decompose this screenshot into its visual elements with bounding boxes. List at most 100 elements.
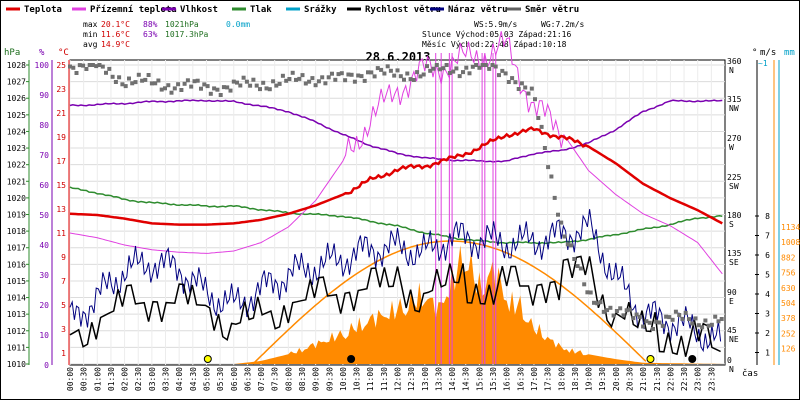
wind-direction-point <box>595 301 600 306</box>
wind-direction-point <box>149 81 154 86</box>
wind-direction-point <box>628 307 632 312</box>
wind-direction-point <box>549 174 554 179</box>
x-tick-label: 15:30 <box>489 367 498 391</box>
wind-direction-point <box>713 314 718 319</box>
wind-direction-point <box>333 77 338 82</box>
x-tick-label: 19:30 <box>598 367 607 391</box>
legend-label: Teplota <box>24 5 62 15</box>
dir-tick-label: 360 <box>727 57 742 66</box>
hpa-tick-label: 1010 <box>7 360 26 369</box>
x-tick-label: 11:00 <box>366 367 375 391</box>
wind-direction-point <box>438 67 443 72</box>
wind-direction-point <box>218 93 223 97</box>
c-tick-label: 1 <box>61 349 66 358</box>
wind-direction-point <box>133 80 138 85</box>
wind-direction-point <box>677 313 682 317</box>
x-tick-label: 02:00 <box>121 367 130 391</box>
hpa-tick-label: 1018 <box>7 227 26 236</box>
x-tick-label: 17:30 <box>544 367 553 391</box>
wind-direction-point <box>297 76 302 81</box>
stats-min-press: 1017.3hPa <box>165 30 209 39</box>
mm-tick-label: 504 <box>781 299 796 308</box>
hpa-tick-label: 1015 <box>7 277 26 286</box>
pct-tick-label: 90 <box>39 91 49 100</box>
mm-tick-label: 1134 <box>781 223 800 232</box>
mm-tick-label: 756 <box>781 269 796 278</box>
wind-direction-point <box>451 69 456 74</box>
wind-direction-point <box>254 83 259 88</box>
wind-direction-point <box>346 72 351 77</box>
x-tick-label: 18:00 <box>557 367 566 391</box>
c-tick-label: 13 <box>56 205 66 214</box>
wind-direction-point <box>77 63 82 68</box>
wind-direction-point <box>123 84 128 89</box>
c-tick-label: 21 <box>56 109 66 118</box>
wind-direction-point <box>140 78 145 83</box>
x-tick-label: 08:00 <box>284 367 293 391</box>
wind-direction-point <box>300 73 305 78</box>
ms-tick-label: 7 <box>765 232 770 241</box>
wind-direction-point <box>444 63 449 67</box>
wind-direction-point <box>120 82 125 87</box>
wind-direction-point <box>588 290 593 295</box>
wind-direction-point <box>483 63 488 67</box>
wind-direction-point <box>231 79 236 84</box>
moon-marker <box>688 355 697 363</box>
wind-direction-point <box>503 71 508 76</box>
left-axes: hPa% °C1028102710261025102410231022102110… <box>4 48 70 370</box>
wind-direction-point <box>569 243 574 248</box>
hpa-tick-label: 1012 <box>7 327 26 336</box>
c-tick-label: 15 <box>56 181 66 190</box>
wind-direction-point <box>280 73 285 78</box>
x-tick-label: 13:00 <box>421 367 430 391</box>
wind-direction-point <box>369 70 374 75</box>
wind-direction-point <box>195 78 200 83</box>
wind-direction-point <box>221 85 226 90</box>
wind-direction-point <box>519 81 524 86</box>
dir-tick-label: 0 <box>727 356 732 365</box>
wind-direction-point <box>163 86 167 91</box>
wind-direction-point <box>320 75 325 80</box>
wind-direction-point <box>441 66 446 71</box>
x-tick-label: 01:30 <box>107 367 116 391</box>
x-tick-label: 06:00 <box>230 367 239 391</box>
wind-direction-point <box>392 73 397 78</box>
x-tick-label: 01:00 <box>93 367 102 391</box>
wind-direction-point <box>169 90 174 95</box>
x-tick-label: 20:30 <box>625 367 634 391</box>
wind-direction-point <box>323 81 328 86</box>
x-tick-label: 07:00 <box>257 367 266 391</box>
wind-direction-point <box>271 79 276 84</box>
wind-direction-point <box>605 308 610 313</box>
ms-tick-label: 1 <box>765 349 770 358</box>
wind-direction-point <box>411 78 416 82</box>
x-tick-label: 05:00 <box>202 367 211 391</box>
wind-direction-point <box>113 80 118 84</box>
wind-direction-point <box>68 64 72 69</box>
mm-tick-label: 126 <box>781 345 796 354</box>
wind-direction-point <box>336 72 341 77</box>
legend-label: Srážky <box>304 5 337 15</box>
stats-ws: WS:5.9m/s <box>474 20 518 29</box>
wind-direction-point <box>700 325 705 330</box>
x-tick-label: 00:00 <box>66 367 75 391</box>
wind-direction-point <box>582 282 587 287</box>
x-tick-label: 12:00 <box>394 367 403 391</box>
wind-direction-point <box>228 88 233 93</box>
wind-direction-point <box>664 314 669 319</box>
series-ground-temp <box>69 31 723 275</box>
x-axis: 00:00 00:30 01:00 01:30 02:00 02:30 03:00 03:30… <box>66 367 716 391</box>
hpa-tick-label: 1014 <box>7 294 26 303</box>
wind-direction-point <box>402 77 406 82</box>
wind-direction-point <box>480 63 485 67</box>
wind-direction-point <box>267 87 272 92</box>
dir-tick-label: 315 <box>727 95 742 104</box>
wind-direction-point <box>146 73 151 77</box>
wind-direction-point <box>330 71 334 76</box>
wind-direction-point <box>366 70 370 75</box>
series-temperature <box>69 126 723 226</box>
pct-tick-label: 70 <box>39 151 49 160</box>
wind-direction-point <box>362 78 367 83</box>
wind-direction-point <box>156 78 161 83</box>
c-tick-label: 11 <box>56 229 66 238</box>
